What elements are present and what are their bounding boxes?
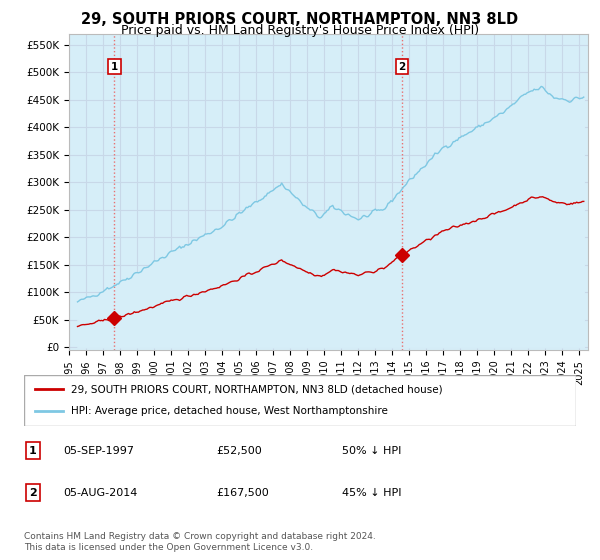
Text: 45% ↓ HPI: 45% ↓ HPI — [342, 488, 401, 498]
Text: £52,500: £52,500 — [216, 446, 262, 456]
Text: 2: 2 — [398, 62, 406, 72]
Text: 50% ↓ HPI: 50% ↓ HPI — [342, 446, 401, 456]
Text: HPI: Average price, detached house, West Northamptonshire: HPI: Average price, detached house, West… — [71, 407, 388, 417]
Text: 2: 2 — [29, 488, 37, 498]
Text: 29, SOUTH PRIORS COURT, NORTHAMPTON, NN3 8LD (detached house): 29, SOUTH PRIORS COURT, NORTHAMPTON, NN3… — [71, 384, 443, 394]
Text: 1: 1 — [111, 62, 118, 72]
Text: 1: 1 — [29, 446, 37, 456]
Text: Contains HM Land Registry data © Crown copyright and database right 2024.
This d: Contains HM Land Registry data © Crown c… — [24, 532, 376, 552]
Text: Price paid vs. HM Land Registry's House Price Index (HPI): Price paid vs. HM Land Registry's House … — [121, 24, 479, 37]
Text: 29, SOUTH PRIORS COURT, NORTHAMPTON, NN3 8LD: 29, SOUTH PRIORS COURT, NORTHAMPTON, NN3… — [82, 12, 518, 27]
Text: 05-SEP-1997: 05-SEP-1997 — [63, 446, 134, 456]
Text: 05-AUG-2014: 05-AUG-2014 — [63, 488, 137, 498]
FancyBboxPatch shape — [24, 375, 576, 426]
Text: £167,500: £167,500 — [216, 488, 269, 498]
